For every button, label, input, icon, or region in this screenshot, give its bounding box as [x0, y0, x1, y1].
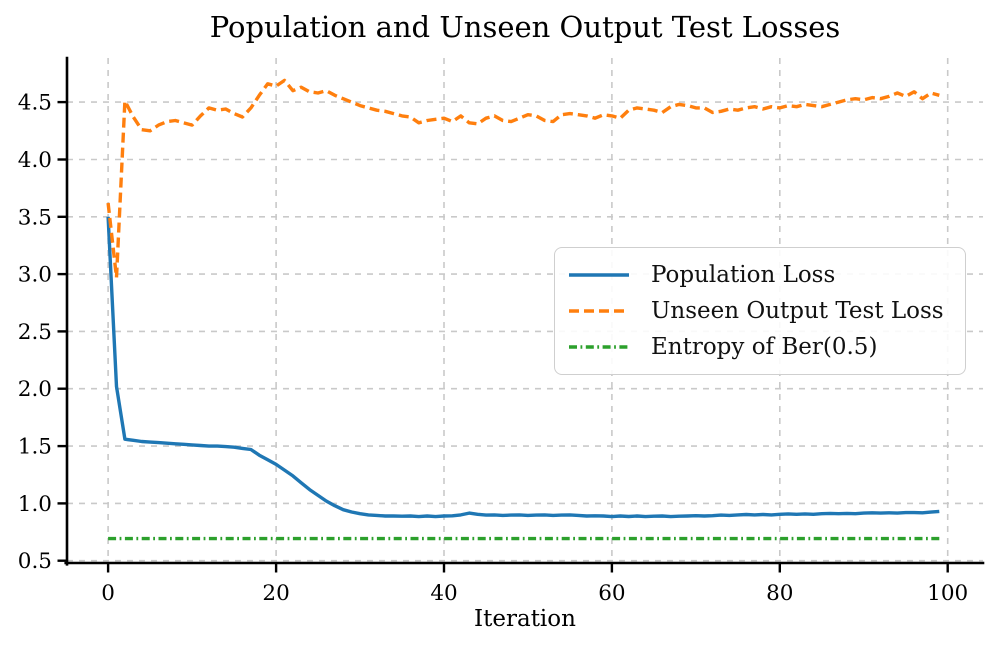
legend-dashed-line-icon — [569, 309, 629, 313]
y-tick-label: 2.0 — [18, 377, 52, 402]
y-tick-label: 4.0 — [18, 148, 52, 173]
y-tick-label: 1.5 — [18, 435, 52, 460]
legend-solid-line-icon — [569, 273, 629, 277]
legend-label: Population Loss — [651, 262, 836, 288]
x-tick-label: 80 — [766, 581, 793, 606]
x-tick-label: 20 — [262, 581, 289, 606]
y-tick-label: 2.5 — [18, 320, 52, 345]
x-axis-label: Iteration — [474, 606, 576, 632]
chart-title: Population and Unseen Output Test Losses — [209, 10, 841, 44]
legend-item-population-loss: Population Loss — [568, 257, 965, 293]
x-tick-label: 100 — [927, 581, 968, 606]
series-line-unseen-output-test-loss — [106, 78, 940, 280]
x-tick-label: 60 — [598, 581, 625, 606]
y-tick-label: 1.0 — [18, 492, 52, 517]
legend-label: Entropy of Ber(0.5) — [651, 334, 878, 360]
y-tick-label: 0.5 — [18, 549, 52, 574]
x-tick-label: 0 — [101, 581, 115, 606]
series-line-population-loss — [106, 216, 940, 519]
legend-dashdot-line-icon — [569, 345, 629, 349]
legend-item-unseen-output-test-loss: Unseen Output Test Loss — [568, 293, 965, 329]
x-tick-label: 40 — [430, 581, 457, 606]
y-tick-label: 3.0 — [18, 263, 52, 288]
y-tick-label: 3.5 — [18, 205, 52, 230]
legend-item-entropy-ber05: Entropy of Ber(0.5) — [568, 329, 965, 365]
legend-label: Unseen Output Test Loss — [651, 298, 944, 324]
legend: Population Loss Unseen Output Test Loss … — [554, 247, 966, 375]
y-tick-label: 4.5 — [18, 91, 52, 116]
